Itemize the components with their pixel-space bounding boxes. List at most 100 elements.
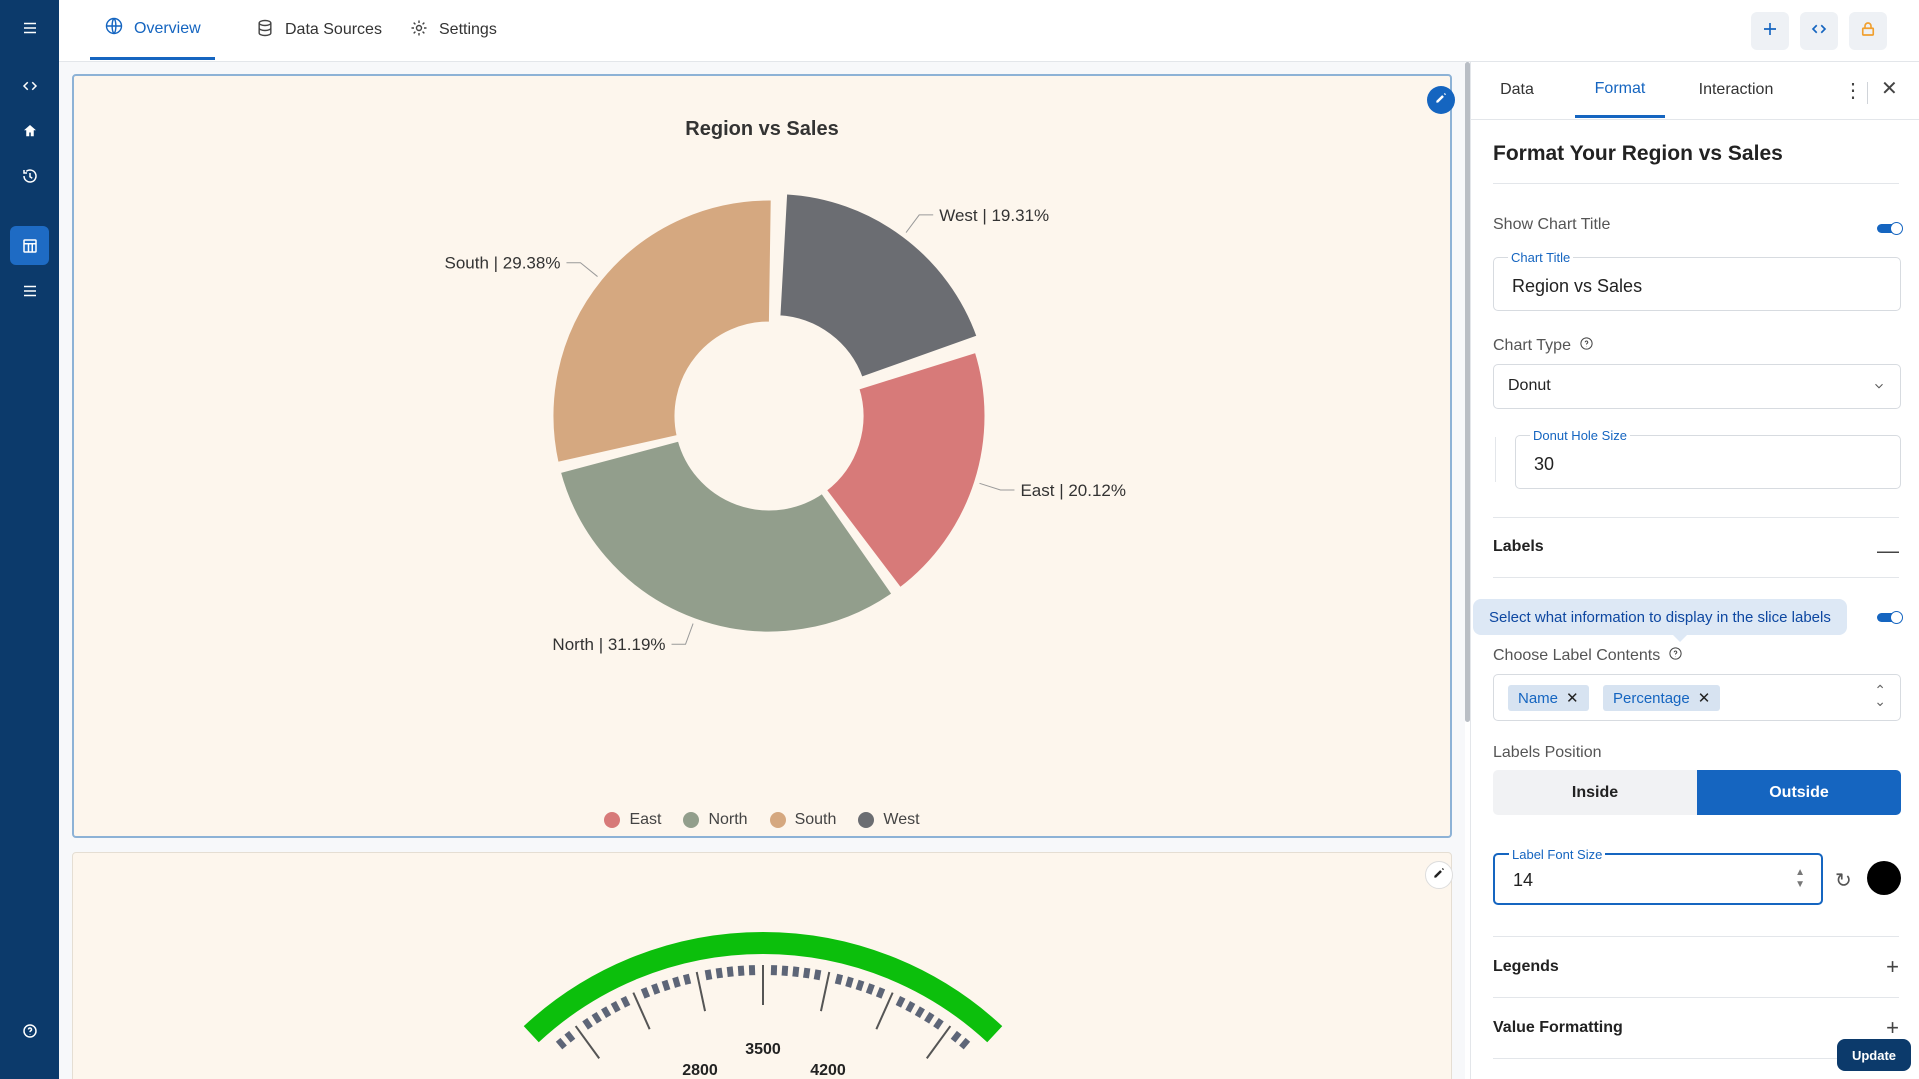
label-font-size-field[interactable]: Label Font Size 14 ▲ ▼ (1493, 847, 1823, 905)
labels-position-label: Labels Position (1493, 744, 1602, 761)
divider (1493, 997, 1899, 998)
history-icon[interactable] (10, 156, 49, 195)
dashboard-icon[interactable] (10, 226, 49, 265)
code-icon[interactable] (10, 66, 49, 105)
pencil-icon (1434, 91, 1448, 110)
close-icon[interactable]: ✕ (1881, 78, 1898, 100)
label-leader-line (905, 214, 934, 233)
add-button[interactable] (1751, 12, 1789, 50)
value-formatting-section-header[interactable]: Value Formatting (1493, 1019, 1623, 1036)
label-text: Choose Label Contents (1493, 647, 1661, 664)
field-label: Label Font Size (1509, 847, 1606, 862)
gauge-tick (651, 983, 661, 995)
labels-section-header[interactable]: Labels (1493, 538, 1544, 555)
list-icon[interactable] (10, 271, 49, 310)
donut-slice-south[interactable] (550, 197, 774, 465)
gauge-tick (582, 1017, 593, 1030)
expand-icon[interactable]: + (1886, 1015, 1899, 1040)
legend-item-north[interactable]: North (683, 811, 748, 829)
tab-overview[interactable]: Overview (90, 0, 215, 60)
help-icon[interactable] (1579, 336, 1594, 356)
gauge-tick (620, 996, 631, 1008)
divider (1493, 936, 1899, 937)
divider (1493, 1058, 1899, 1059)
gauge-tick (865, 983, 875, 995)
legend-item-south[interactable]: South (769, 811, 836, 829)
canvas-scrollbar[interactable] (1465, 62, 1470, 722)
position-outside-button[interactable]: Outside (1697, 770, 1901, 815)
update-button[interactable]: Update (1837, 1039, 1911, 1071)
divider (1493, 183, 1899, 184)
lock-button[interactable] (1849, 12, 1887, 50)
show-labels-toggle[interactable] (1877, 611, 1903, 624)
gauge-tick (672, 976, 681, 988)
gauge-tick (601, 1006, 612, 1018)
gauge-arc (523, 932, 1003, 1043)
edit-chart-button[interactable] (1425, 861, 1453, 889)
show-chart-title-toggle[interactable] (1877, 222, 1903, 235)
tab-label: Settings (439, 21, 497, 38)
donut-chart-card[interactable]: Region vs Sales West | 19.31% East | 20.1… (72, 74, 1455, 838)
gauge-tick (925, 1025, 952, 1059)
remove-chip-icon[interactable]: ✕ (1697, 690, 1711, 707)
chart-title-input[interactable]: Region vs Sales (1512, 276, 1643, 296)
legend-swatch (858, 812, 875, 828)
help-icon[interactable] (10, 1011, 49, 1050)
stepper-icon[interactable]: ▲ ▼ (1795, 867, 1805, 890)
legend-swatch (769, 812, 786, 828)
donut-slice-east[interactable] (823, 349, 988, 591)
chart-title-field[interactable]: Chart Title Region vs Sales (1493, 250, 1901, 311)
tab-settings[interactable]: Settings (395, 0, 511, 60)
gauge-tick (781, 965, 789, 976)
chart-title: Region vs Sales (685, 118, 839, 140)
slice-label: South | 29.38% (445, 254, 561, 273)
gauge-tick (905, 1001, 916, 1013)
code-button[interactable] (1800, 12, 1838, 50)
label-text: Chart Type (1493, 337, 1571, 354)
label-contents-multiselect[interactable]: Name ✕ Percentage ✕ ⌃ ⌄ (1493, 674, 1901, 721)
gauge-tick (924, 1011, 935, 1024)
donut-slice-north[interactable] (557, 438, 895, 635)
gauge-tick (803, 967, 811, 979)
chart-type-label: Chart Type (1493, 336, 1594, 356)
field-label: Donut Hole Size (1530, 428, 1630, 443)
help-icon[interactable] (1668, 646, 1683, 666)
gauge-tick (875, 992, 894, 1030)
panel-tab-data[interactable]: Data (1500, 81, 1534, 98)
legend-item-east[interactable]: East (604, 811, 661, 829)
expand-icon[interactable]: + (1886, 954, 1899, 979)
edit-chart-button[interactable] (1427, 86, 1455, 114)
tab-data-sources[interactable]: Data Sources (241, 0, 396, 60)
chip-name: Name ✕ (1508, 685, 1589, 711)
remove-chip-icon[interactable]: ✕ (1566, 690, 1579, 707)
gauge-tick (950, 1030, 962, 1043)
gauge-tick (591, 1011, 602, 1024)
legends-section-header[interactable]: Legends (1493, 958, 1559, 975)
panel-tab-interaction[interactable]: Interaction (1698, 81, 1774, 98)
gauge-chart-card[interactable]: 2800 3500 4200 (72, 852, 1453, 1079)
left-rail (0, 0, 59, 1079)
donut-hole-size-field[interactable]: Donut Hole Size 30 (1515, 428, 1901, 489)
gauge-tick (895, 996, 906, 1008)
panel-tab-format[interactable]: Format (1575, 62, 1665, 118)
gauge-tick (855, 979, 865, 992)
donut-slice-west[interactable] (777, 191, 980, 380)
menu-icon[interactable] (10, 8, 49, 47)
chevron-down-icon (1872, 379, 1886, 398)
home-icon[interactable] (10, 111, 49, 150)
tab-label: Data Sources (285, 21, 382, 38)
more-vertical-icon[interactable]: ⋮ (1843, 80, 1863, 102)
up-down-chevron-icon[interactable]: ⌃ ⌄ (1874, 682, 1886, 709)
label-font-size-input[interactable]: 14 (1513, 870, 1534, 890)
gauge-tick (555, 1037, 567, 1050)
position-inside-button[interactable]: Inside (1493, 770, 1697, 815)
gauge-tick (640, 987, 651, 999)
label-color-swatch[interactable] (1867, 861, 1901, 895)
legend-item-west[interactable]: West (858, 811, 920, 829)
label-leader-line (671, 623, 694, 645)
collapse-icon[interactable]: — (1877, 538, 1899, 563)
donut-hole-size-input[interactable]: 30 (1534, 454, 1555, 474)
gauge-tick (875, 987, 886, 999)
chart-type-select[interactable]: Donut (1493, 364, 1901, 409)
reset-icon[interactable]: ↻ (1835, 870, 1852, 892)
